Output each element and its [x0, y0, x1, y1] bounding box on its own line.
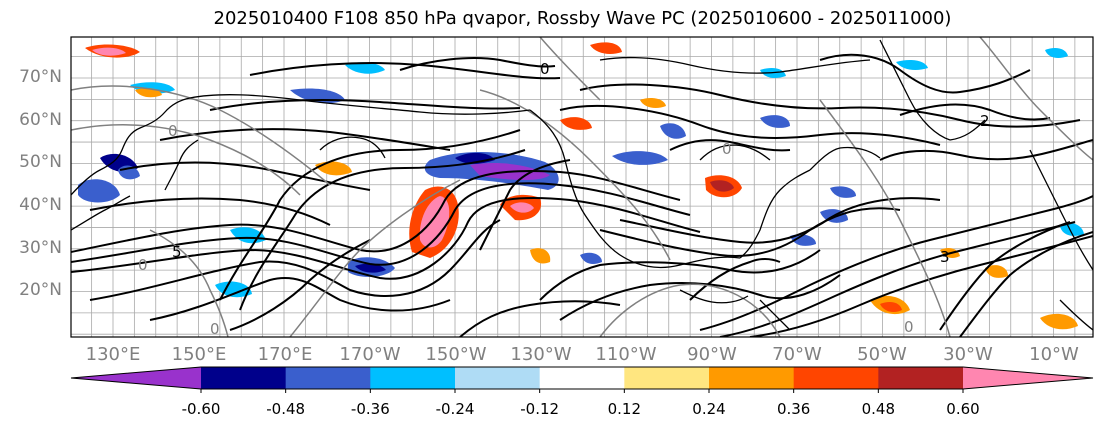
contour-label-gray: 0	[904, 318, 914, 336]
colorbar-swatch	[455, 367, 541, 389]
contour-label-black: 3	[940, 248, 950, 266]
latitude-label: 20°N	[19, 280, 62, 300]
colorbar-swatch	[793, 367, 879, 389]
colorbar-tick-label: -0.48	[266, 400, 306, 418]
colorbar-swatch	[878, 367, 964, 389]
plot-frame	[70, 36, 1094, 338]
latitude-label: 30°N	[19, 238, 62, 258]
contour-label-gray: 0	[722, 140, 732, 158]
anomaly-negative-west	[78, 179, 120, 203]
latitude-label: 60°N	[19, 110, 62, 130]
contour-label-gray: 0	[210, 320, 220, 338]
anomaly-positive-core	[419, 196, 450, 248]
anomaly-positive-east-core	[510, 202, 534, 213]
colorbar-tick-label: -0.36	[350, 400, 390, 418]
colorbar-tick-label: 0.60	[946, 400, 980, 418]
colorbar-extend-high	[963, 367, 1093, 389]
colorbar-swatch	[539, 367, 625, 389]
contour-label-black: 5	[172, 243, 182, 261]
colorbar-tick-label: -0.12	[520, 400, 560, 418]
longitude-label: 150°W	[425, 344, 487, 365]
latitude-label: 50°N	[19, 152, 62, 172]
colorbar-swatch	[285, 367, 371, 389]
longitude-label: 110°W	[595, 344, 657, 365]
longitude-label: 10°W	[1029, 344, 1079, 365]
contour-label-black: 2	[980, 112, 990, 130]
shaded-anomalies	[78, 42, 1084, 330]
gray-contours	[71, 37, 1093, 337]
longitude-label: 130°E	[85, 344, 141, 365]
latitude-label: 40°N	[19, 195, 62, 215]
black-contours	[71, 53, 1093, 337]
colorbar-extend-low	[71, 367, 201, 389]
contour-label-gray: 0	[168, 122, 178, 140]
contour-labels: 0 2 3 5 0 0 0 0 0	[138, 60, 990, 338]
colorbar-tick-label: 0.36	[776, 400, 811, 418]
longitude-label: 170°W	[339, 344, 401, 365]
contour-label-black: 0	[540, 60, 550, 78]
coastlines	[71, 39, 1093, 331]
colorbar-tick-label: 0.48	[861, 400, 896, 418]
longitude-label: 30°W	[943, 344, 993, 365]
colorbar-tick-label: -0.60	[181, 400, 221, 418]
longitude-label: 170°E	[257, 344, 313, 365]
colorbar	[70, 366, 1094, 393]
latitude-label: 70°N	[19, 67, 62, 87]
contour-label-gray: 0	[138, 256, 148, 274]
longitude-label: 50°W	[857, 344, 907, 365]
colorbar-tick-label: 0.24	[692, 400, 726, 418]
longitude-label: 150°E	[171, 344, 227, 365]
colorbar-swatch	[201, 367, 287, 389]
colorbar-swatch	[709, 367, 795, 389]
colorbar-tick-label: 0.12	[607, 400, 642, 418]
longitude-label: 90°W	[687, 344, 737, 365]
map-title: 2025010400 F108 850 hPa qvapor, Rossby W…	[213, 8, 952, 29]
colorbar-swatch	[624, 367, 710, 389]
colorbar-swatch	[370, 367, 456, 389]
longitude-label: 70°W	[772, 344, 822, 365]
colorbar-tick-label: -0.24	[435, 400, 475, 418]
longitude-label: 130°W	[510, 344, 572, 365]
